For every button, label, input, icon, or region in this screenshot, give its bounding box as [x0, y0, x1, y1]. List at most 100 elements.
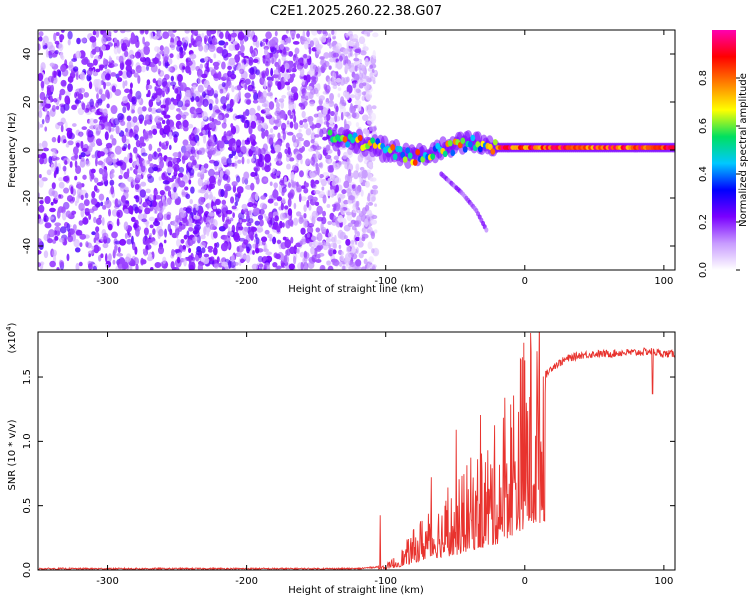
spectrogram-noise-blob	[346, 157, 350, 167]
spectrogram-noise-blob	[110, 72, 117, 77]
spectrogram-noise-blob	[144, 234, 148, 242]
spectrogram-noise-blob	[181, 189, 186, 198]
spectrogram-noise-blob	[288, 157, 295, 162]
spectrogram-noise-blob	[278, 98, 285, 103]
spectrogram-noise-blob	[347, 222, 353, 227]
spectrogram-noise-blob	[142, 36, 145, 45]
spectrogram-noise-blob	[254, 247, 260, 254]
spectrogram-noise-blob	[55, 105, 60, 110]
spectrogram-noise-blob	[251, 80, 255, 89]
spectrogram-noise-blob	[161, 172, 166, 181]
spectrogram-noise-blob	[327, 231, 333, 238]
spectrogram-noise-blob	[303, 53, 308, 59]
spectrogram-noise-blob	[174, 198, 181, 206]
spectrogram-noise-blob	[299, 123, 305, 129]
spectrogram-noise-blob	[51, 70, 57, 78]
spectrogram-noise-blob	[56, 267, 60, 270]
spectrogram-noise-blob	[171, 266, 177, 270]
spectrogram-noise-blob	[123, 221, 129, 231]
spectrogram-noise-blob	[139, 189, 147, 198]
spectrogram-noise-blob	[157, 77, 163, 86]
spectrogram-noise-blob	[256, 225, 263, 233]
spectrogram-noise-blob	[366, 32, 371, 37]
spectrogram-noise-blob	[237, 223, 242, 228]
spectrogram-noise-blob	[282, 46, 290, 52]
spectrogram-noise-blob	[197, 84, 204, 93]
spectrogram-noise-blob	[159, 50, 165, 55]
spectrogram-noise-blob	[339, 193, 346, 199]
spectrogram-noise-blob	[188, 43, 192, 48]
x-tick-label: -300	[96, 576, 119, 587]
spectrogram-noise-blob	[152, 128, 158, 135]
spectrogram-noise-blob	[335, 184, 339, 193]
spectrogram-noise-blob	[140, 181, 147, 187]
spectrogram-noise-blob	[243, 59, 247, 65]
spectrogram-noise-blob	[168, 58, 173, 65]
spectrogram-noise-blob	[218, 140, 225, 149]
spectrogram-noise-blob	[130, 262, 136, 267]
spectrogram-noise-blob	[180, 210, 187, 219]
spectrogram-noise-blob	[47, 75, 55, 83]
spectrogram-noise-blob	[44, 196, 51, 205]
figure-title: C2E1.2025.260.22.38.G07	[270, 4, 442, 19]
spectrogram-noise-blob	[193, 215, 201, 220]
spectrogram-noise-blob	[318, 95, 325, 101]
spectrogram-noise-blob	[281, 198, 286, 204]
spectrogram-noise-blob	[167, 81, 171, 88]
spectrogram-noise-blob	[91, 231, 96, 236]
spectrogram-noise-blob	[290, 171, 295, 181]
spectrogram-noise-blob	[131, 96, 137, 105]
spectrogram-noise-blob	[168, 131, 173, 140]
spectrogram-noise-blob	[154, 46, 160, 53]
spectrogram-noise-blob	[264, 111, 271, 116]
spectrogram-noise-blob	[332, 249, 337, 255]
spectrogram-noise-blob	[72, 123, 77, 127]
spectrogram-noise-blob	[203, 124, 209, 131]
spectrogram-noise-blob	[38, 31, 44, 37]
spectrogram-noise-blob	[354, 100, 362, 106]
spectrogram-x-axis: -300 -200 -100 0 100	[96, 30, 673, 287]
spectrogram-noise-blob	[258, 118, 262, 124]
spectrogram-noise-blob	[110, 185, 115, 195]
spectrogram-noise-blob	[134, 206, 139, 214]
spectrogram-noise-blob	[225, 210, 233, 215]
spectrogram-noise-blob	[216, 256, 220, 263]
spectrogram-noise-blob	[66, 195, 74, 202]
spectrogram-noise-blob	[349, 47, 353, 57]
spectrogram-noise-blob	[121, 134, 127, 144]
spectrogram-noise-blob	[49, 62, 55, 67]
spectrogram-noise-blob	[195, 204, 199, 211]
spectrogram-noise-blob	[74, 160, 78, 169]
spectrogram-noise-blob	[125, 138, 130, 144]
spectrogram-noise-blob	[86, 62, 94, 68]
spectrogram-noise-blob	[279, 220, 283, 229]
spectrogram-noise-blob	[319, 162, 324, 169]
snr-y-scale-base: (x10	[7, 331, 18, 354]
spectrogram-noise-blob	[50, 164, 56, 172]
spectrogram-noise-blob	[40, 152, 47, 159]
spectrogram-noise-blob	[88, 81, 93, 90]
spectrogram-noise-blob	[229, 196, 235, 204]
spectrogram-noise-blob	[304, 256, 308, 262]
spectrogram-noise-blob	[57, 134, 61, 143]
spectrogram-noise-blob	[46, 169, 52, 176]
spectrogram-noise-blob	[322, 172, 330, 178]
spectrogram-noise-blob	[115, 73, 120, 79]
spectrogram-signal-core	[442, 150, 448, 158]
spectrogram-noise-blob	[50, 84, 55, 93]
spectrogram-noise-blob	[208, 121, 216, 129]
spectrogram-noise-blob	[200, 234, 206, 240]
spectrogram-noise-blob	[192, 30, 199, 35]
spectrogram-noise-blob	[52, 239, 57, 244]
spectrogram-noise-blob	[265, 31, 272, 39]
spectrogram-noise-blob	[288, 50, 294, 57]
spectrogram-noise-blob	[161, 90, 165, 98]
spectrogram-y-axis: -40 -20 0 20 40	[22, 48, 675, 254]
spectrogram-noise-blob	[342, 48, 349, 55]
spectrogram-noise-blob	[368, 161, 373, 169]
spectrogram-noise-blob	[135, 263, 139, 270]
spectrogram-noise-blob	[143, 252, 147, 257]
spectrogram-noise-blob	[100, 253, 104, 259]
spectrogram-noise-blob	[49, 207, 56, 213]
